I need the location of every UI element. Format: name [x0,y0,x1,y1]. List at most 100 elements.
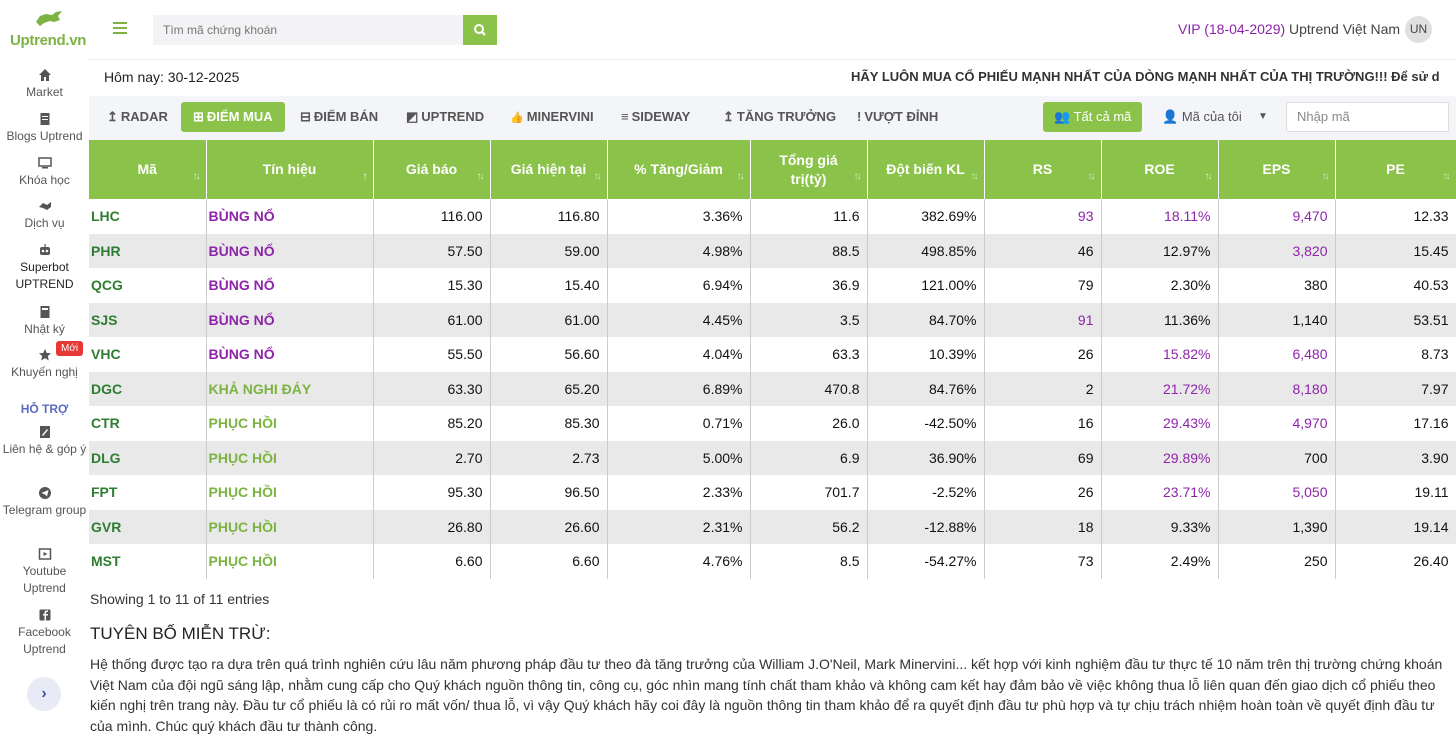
table-cell: 2.73 [490,440,608,475]
tab-label: TĂNG TRƯỞNG [736,109,837,124]
sidebar-item-contact[interactable]: Liên hệ & góp ý [0,425,89,458]
stock-code[interactable]: CTR [89,406,207,441]
sidebar-item-market[interactable]: Market [0,68,89,101]
arrow-up-icon: ↥ [723,109,734,124]
filter-toolbar: ↥ RADAR ⊞ ĐIỂM MUA ⊟ ĐIỂM BÁN ◩ UPTREND 👍 MIN… [89,96,1456,140]
arrow-up-icon: ↥ [107,109,118,124]
stock-code[interactable]: DGC [89,371,207,406]
table-cell: 250 [1218,544,1336,579]
table-row[interactable]: SJS BÙNG NỔ 61.00 61.00 4.45% 3.5 84.70% 91 11.3… [89,302,1456,337]
sort-icon: ↑↓ [853,171,862,182]
tab-label: UPTREND [421,109,485,124]
tab-minervini[interactable]: 👍 MINERVINI [510,102,594,132]
sidebar-item-label: Blogs Uptrend [6,129,83,143]
sidebar-item-superbot[interactable]: Superbot UPTREND [0,243,89,293]
column-header[interactable]: PE ↑↓ [1335,140,1456,199]
sidebar-item-recommendations[interactable]: Khuyến nghị [0,348,89,381]
table-cell: 2.30% [1101,268,1219,303]
star-icon [38,349,51,361]
tab-label: VƯỢT ĐỈNH [864,109,939,124]
stock-code[interactable]: QCG [89,268,207,303]
column-header[interactable]: Mã ↑↓ [89,140,207,199]
stock-code[interactable]: SJS [89,302,207,337]
sidebar-item-youtube[interactable]: Youtube Uptrend [0,547,89,597]
stock-code[interactable]: LHC [89,199,207,234]
table-cell: 19.11 [1335,475,1456,510]
minus-square-icon: ⊟ [300,109,311,124]
column-header[interactable]: Tổng giá trị(tỷ) ↑↓ [750,140,868,199]
tab-uptrend[interactable]: ◩ UPTREND [406,102,484,132]
column-header[interactable]: % Tăng/Giảm ↑↓ [607,140,751,199]
search-button[interactable] [463,15,497,45]
table-cell: 382.69% [867,199,985,234]
table-cell: 84.70% [867,302,985,337]
chart-icon: ◩ [406,109,419,124]
tab-vuot-dinh[interactable]: ! VƯỢT ĐỈNH [857,102,938,132]
stock-code[interactable]: VHC [89,337,207,372]
table-row[interactable]: CTR PHỤC HỒI 85.20 85.30 0.71% 26.0 -42.50% 16 2… [89,406,1456,441]
signal-cell: BÙNG NỔ [206,337,374,372]
table-row[interactable]: MST PHỤC HỒI 6.60 6.60 4.76% 8.5 -54.27% 73 2.49… [89,544,1456,579]
table-cell: 84.76% [867,371,985,406]
table-row[interactable]: DGC KHẢ NGHI ĐÁY 63.30 65.20 6.89% 470.8 84.76… [89,371,1456,406]
table-cell: 498.85% [867,233,985,268]
code-input[interactable]: Nhập mã [1286,102,1449,132]
sidebar-item-journal[interactable]: Nhật ký [0,305,89,338]
sort-icon: ↑↓ [970,171,979,182]
tab-sideway[interactable]: ≡ SIDEWAY [621,102,690,132]
tab-tang-truong[interactable]: ↥ TĂNG TRƯỞNG [723,102,836,132]
my-codes-dropdown[interactable]: 👤 Mã của tôi [1162,102,1242,132]
stock-code[interactable]: GVR [89,509,207,544]
sidebar-item-label: Liên hệ & góp ý [2,442,87,456]
column-header[interactable]: Tín hiệu ↑ [206,140,374,199]
caret-down-icon[interactable]: ▼ [1258,111,1268,122]
sidebar-expand-button[interactable]: › [27,677,61,711]
table-row[interactable]: LHC BÙNG NỔ 116.00 116.80 3.36% 11.6 382.69% 93… [89,199,1456,234]
table-cell: 6.60 [490,544,608,579]
signal-cell: PHỤC HỒI [206,544,374,579]
table-cell: 5.00% [607,440,751,475]
stock-code[interactable]: DLG [89,440,207,475]
column-header[interactable]: Giá báo ↑↓ [373,140,491,199]
menu-toggle-icon[interactable] [113,22,127,36]
disclaimer-body: Hệ thống được tạo ra dựa trên quá trình … [90,656,1443,734]
user-name[interactable]: Uptrend Việt Nam [1289,21,1401,37]
stock-code[interactable]: FPT [89,475,207,510]
column-header[interactable]: Đột biến KL ↑↓ [867,140,985,199]
column-header[interactable]: RS ↑↓ [984,140,1102,199]
tab-radar[interactable]: ↥ RADAR [107,102,168,132]
sidebar-item-courses[interactable]: Khóa học [0,156,89,189]
column-header-label: Tín hiệu [262,161,317,177]
search-input[interactable]: Tìm mã chứng khoán [153,15,464,45]
table-cell: 116.80 [490,199,608,234]
table-cell: 53.51 [1335,302,1456,337]
table-row[interactable]: GVR PHỤC HỒI 26.80 26.60 2.31% 56.2 -12.88% 18 9… [89,509,1456,544]
table-row[interactable]: FPT PHỤC HỒI 95.30 96.50 2.33% 701.7 -2.52% 26 2… [89,475,1456,510]
signal-cell: PHỤC HỒI [206,406,374,441]
table-cell: 61.00 [373,302,491,337]
stock-code[interactable]: MST [89,544,207,579]
column-header-label: % Tăng/Giảm [634,161,723,177]
table-cell: 56.2 [750,509,868,544]
all-codes-button[interactable]: 👥 Tất cả mã [1043,102,1143,132]
thumbs-up-icon: 👍 [510,112,524,124]
tab-diem-mua[interactable]: ⊞ ĐIỂM MUA [181,102,285,132]
logo[interactable]: Uptrend.vn [8,8,86,52]
tab-diem-ban[interactable]: ⊟ ĐIỂM BÁN [300,102,378,132]
sidebar-item-blogs[interactable]: Blogs Uptrend [0,112,89,145]
column-header[interactable]: Giá hiện tại ↑↓ [490,140,608,199]
column-header[interactable]: EPS ↑↓ [1218,140,1336,199]
table-row[interactable]: QCG BÙNG NỔ 15.30 15.40 6.94% 36.9 121.00% 79 2.… [89,268,1456,303]
table-row[interactable]: DLG PHỤC HỒI 2.70 2.73 5.00% 6.9 36.90% 69 29.89… [89,440,1456,475]
table-cell: 11.6 [750,199,868,234]
table-row[interactable]: VHC BÙNG NỔ 55.50 56.60 4.04% 63.3 10.39% 26 15.… [89,337,1456,372]
handshake-icon [38,202,51,210]
sidebar-item-facebook[interactable]: Facebook Uptrend [0,608,89,658]
sidebar-item-services[interactable]: Dịch vụ [0,199,89,232]
sidebar-item-telegram[interactable]: Telegram group [0,486,89,519]
stock-code[interactable]: PHR [89,233,207,268]
sort-icon: ↑↓ [192,171,201,182]
table-row[interactable]: PHR BÙNG NỔ 57.50 59.00 4.98% 88.5 498.85% 46 12… [89,233,1456,268]
column-header[interactable]: ROE ↑↓ [1101,140,1219,199]
avatar[interactable]: UN [1405,16,1432,43]
